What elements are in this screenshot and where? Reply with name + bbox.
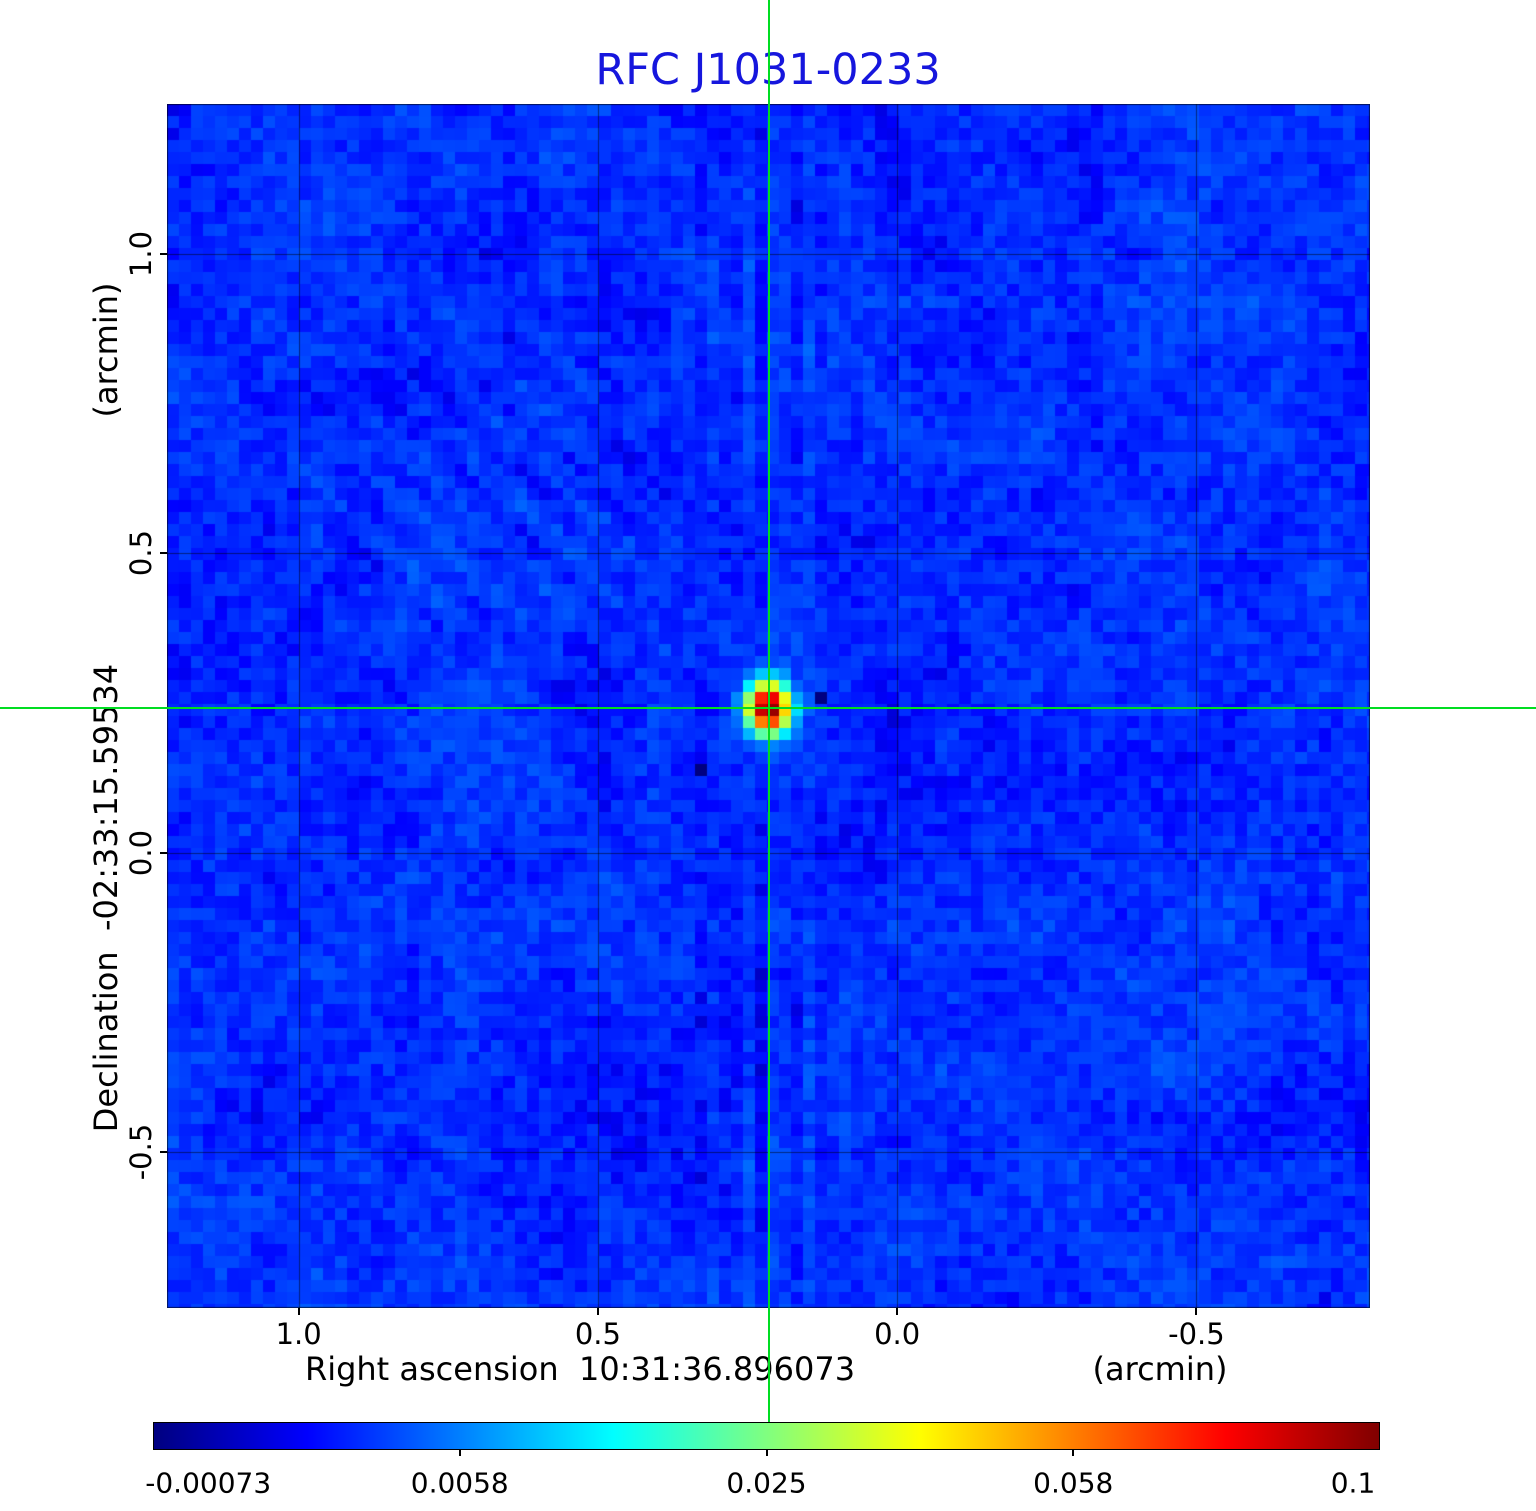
x-axis-label: Right ascension 10:31:36.896073 [304,1350,856,1388]
axis-tick [160,552,167,555]
axis-tick [458,1450,461,1456]
colorbar-tick-label: 0.058 [1033,1466,1114,1500]
colorbar-tick-label: 0.0058 [410,1466,509,1500]
axis-tick [1195,1308,1198,1315]
colorbar [153,1422,1380,1450]
axis-tick [765,1450,768,1456]
axis-tick [160,851,167,854]
colorbar-tick-label: 0.1 [1330,1466,1376,1500]
x-tick-label: 0.0 [874,1317,921,1351]
page-title: RFC J1031-0233 [595,45,941,95]
colorbar-tick-label: -0.00073 [145,1466,272,1500]
crosshair-vertical-line [767,0,770,1422]
axis-tick [596,1308,599,1315]
x-tick-label: 0.5 [574,1317,621,1351]
axis-tick [896,1308,899,1315]
y-tick-label: 0.5 [124,530,158,577]
y-tick-label: 1.0 [124,230,158,277]
axis-tick [1072,1450,1075,1456]
crosshair-horizontal-line [0,706,1536,709]
colorbar-tick-label: 0.025 [726,1466,807,1500]
x-tick-label: -0.5 [1168,1317,1225,1351]
x-tick-label: 1.0 [275,1317,322,1351]
axis-tick [297,1308,300,1315]
x-axis-unit-label: (arcmin) [1092,1350,1228,1388]
y-axis-label: Declination -02:33:15.59534 [87,663,125,1133]
axis-tick [160,252,167,255]
y-tick-label: 0.0 [124,829,158,876]
axis-tick [160,1151,167,1154]
y-tick-label: -0.5 [124,1123,158,1181]
y-axis-unit-label: (arcmin) [87,282,125,418]
